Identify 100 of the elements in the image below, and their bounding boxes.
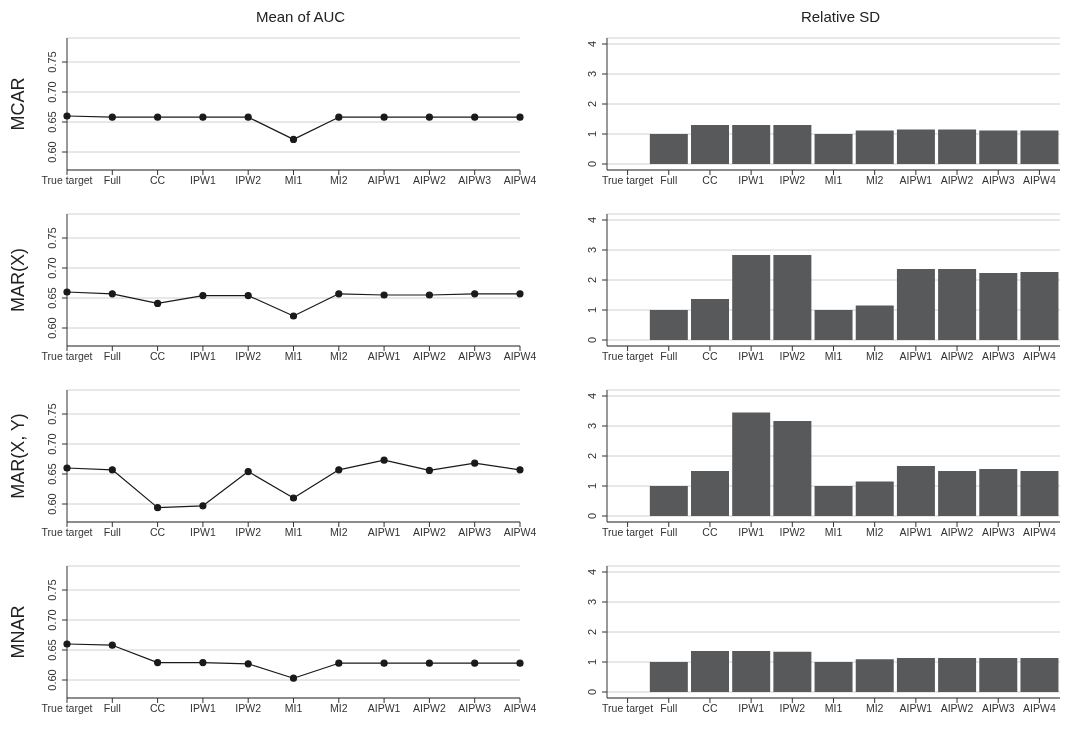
- x-tick-label: MI2: [330, 350, 348, 363]
- y-tick-label: 2: [586, 276, 598, 284]
- y-tick-label: 3: [586, 422, 598, 430]
- x-tick-label: AIPW4: [503, 174, 537, 187]
- point: [244, 113, 252, 121]
- bar: [896, 465, 935, 516]
- y-tick-label: 4: [586, 568, 598, 576]
- x-tick-label: AIPW3: [458, 174, 492, 187]
- x-tick-label: IPW1: [738, 174, 765, 187]
- x-tick-label: AIPW4: [1023, 174, 1056, 187]
- x-tick-label: AIPW1: [899, 174, 933, 187]
- y-tick-label: 1: [586, 306, 598, 314]
- y-tick-label: 0.65: [46, 463, 58, 485]
- x-tick-label: AIPW2: [940, 702, 974, 715]
- x-tick-label: AIPW3: [458, 702, 492, 715]
- x-tick-label: True target: [41, 702, 93, 715]
- point: [108, 641, 116, 649]
- y-tick-label: 1: [586, 482, 598, 490]
- bar: [649, 486, 688, 516]
- point: [289, 674, 298, 682]
- point: [335, 113, 343, 121]
- bar: [814, 310, 853, 340]
- point: [154, 113, 162, 121]
- point: [380, 291, 388, 299]
- x-tick-label: CC: [150, 174, 166, 187]
- bar: [979, 130, 1018, 164]
- x-tick-label: MI1: [284, 350, 303, 363]
- bar: [1020, 130, 1059, 164]
- x-tick-label: MI2: [865, 526, 884, 539]
- x-tick-label: AIPW3: [458, 350, 492, 363]
- x-tick-label: Full: [660, 702, 678, 715]
- x-tick-label: MI1: [824, 350, 843, 363]
- x-tick-label: IPW2: [779, 702, 806, 715]
- x-tick-label: IPW2: [235, 350, 262, 363]
- x-tick-label: Full: [660, 350, 678, 363]
- bar: [896, 129, 935, 164]
- y-tick-label: 0.70: [46, 433, 58, 455]
- x-tick-label: Full: [103, 350, 121, 363]
- x-tick-label: AIPW4: [1023, 350, 1056, 363]
- x-tick-label: True target: [602, 702, 654, 715]
- x-tick-label: AIPW3: [981, 174, 1015, 187]
- x-tick-label: MI1: [824, 526, 843, 539]
- x-tick-label: AIPW3: [981, 350, 1015, 363]
- y-tick-label: 0.65: [46, 639, 58, 661]
- x-tick-label: AIPW1: [367, 174, 401, 187]
- x-tick-label: Full: [103, 174, 121, 187]
- bar: [896, 268, 935, 340]
- x-tick-label: Full: [660, 174, 678, 187]
- x-tick-label: IPW2: [779, 174, 806, 187]
- chart-title: Relative SD: [799, 8, 882, 25]
- x-tick-label: True target: [602, 174, 654, 187]
- x-tick-label: AIPW2: [413, 174, 446, 187]
- point: [380, 456, 388, 464]
- point: [516, 290, 524, 298]
- point: [199, 502, 207, 510]
- x-tick-label: AIPW2: [413, 526, 446, 539]
- point: [63, 288, 71, 296]
- x-tick-label: AIPW1: [899, 702, 933, 715]
- y-tick-label: 2: [586, 100, 598, 108]
- y-tick-label: 0.75: [46, 227, 58, 249]
- x-tick-label: CC: [150, 350, 166, 363]
- point: [335, 290, 343, 298]
- y-axis-title: MAR(X): [8, 248, 29, 312]
- x-tick-label: CC: [702, 702, 718, 715]
- x-tick-label: IPW1: [190, 702, 216, 715]
- point: [425, 113, 433, 121]
- point: [63, 464, 71, 472]
- y-tick-label: 0: [586, 336, 598, 344]
- point: [289, 312, 298, 320]
- point: [335, 466, 343, 474]
- bar: [691, 298, 730, 340]
- point: [154, 659, 162, 667]
- point: [244, 468, 252, 476]
- y-tick-label: 0.75: [46, 51, 58, 73]
- x-tick-label: AIPW1: [367, 350, 401, 363]
- point: [516, 466, 524, 474]
- x-tick-label: IPW1: [190, 174, 216, 187]
- bar: [773, 255, 812, 340]
- x-tick-label: IPW1: [190, 526, 216, 539]
- y-tick-label: 0.70: [46, 609, 58, 631]
- y-tick-label: 0: [586, 688, 598, 696]
- x-tick-label: Full: [103, 702, 121, 715]
- x-tick-label: AIPW3: [981, 526, 1015, 539]
- x-tick-label: IPW1: [190, 350, 216, 363]
- y-tick-label: 0.65: [46, 287, 58, 309]
- bar: [773, 125, 812, 164]
- bar: [649, 134, 688, 164]
- bar: [1020, 271, 1059, 340]
- x-tick-label: MI1: [824, 702, 843, 715]
- x-tick-label: IPW2: [235, 174, 262, 187]
- y-tick-label: 4: [586, 40, 598, 48]
- point: [63, 640, 71, 648]
- x-tick-label: IPW2: [235, 526, 262, 539]
- point: [244, 292, 252, 300]
- bar: [691, 471, 730, 516]
- point: [471, 659, 479, 667]
- point: [154, 504, 162, 512]
- x-tick-label: IPW1: [738, 702, 765, 715]
- bar: [732, 412, 771, 516]
- x-tick-label: AIPW2: [940, 526, 974, 539]
